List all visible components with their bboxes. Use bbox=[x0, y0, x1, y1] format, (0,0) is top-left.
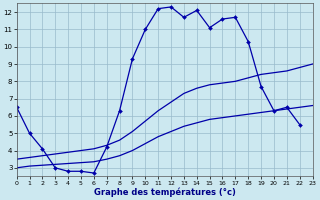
X-axis label: Graphe des températures (°c): Graphe des températures (°c) bbox=[94, 187, 236, 197]
